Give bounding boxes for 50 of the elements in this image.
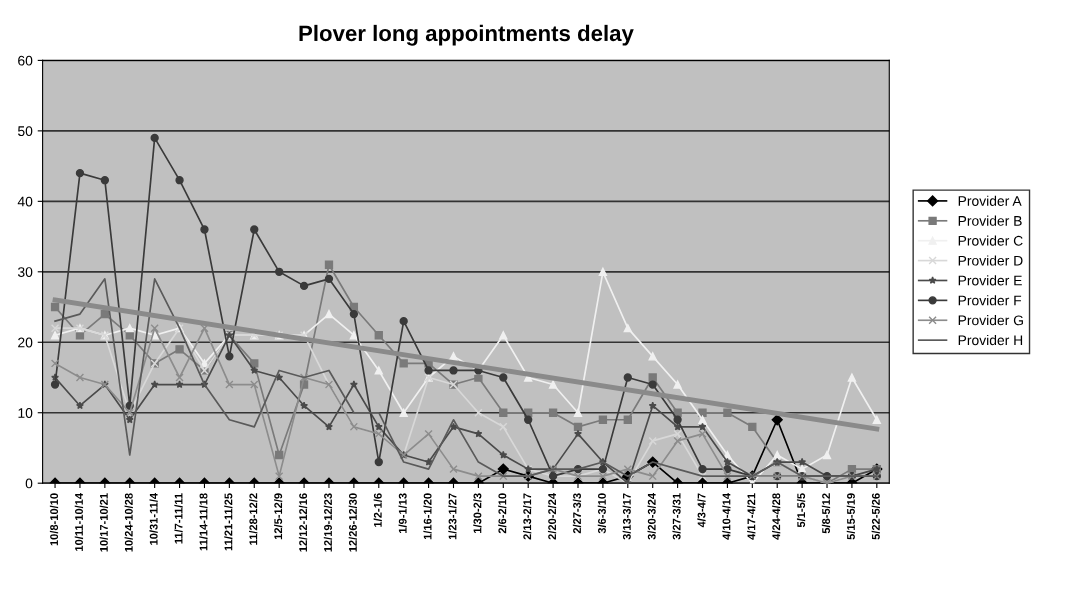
x-tick-label: 2/6-2/10 <box>498 493 507 534</box>
x-tick-label: 12/26-12/30 <box>348 493 357 552</box>
x-tick-label: 1/2-1/6 <box>373 493 382 527</box>
x-tick-label: 2/13-2/17 <box>523 493 532 540</box>
legend-label: Provider D <box>958 255 1023 266</box>
x-tick-label: 12/12-12/16 <box>298 493 308 552</box>
x-tick-label: 11/14-11/18 <box>199 493 208 551</box>
x-tick-label: 5/15-5/19 <box>846 493 856 540</box>
legend-label: Provider C <box>958 235 1023 246</box>
x-tick-label: 2/20-2/24 <box>547 492 557 540</box>
y-tick-label: 50 <box>17 126 33 137</box>
legend-label: Provider A <box>958 195 1022 206</box>
x-tick-label: 11/7-11/11 <box>174 493 183 544</box>
legend-label: Provider H <box>958 334 1023 346</box>
x-tick-label: 10/8-10/10 <box>49 493 59 546</box>
x-tick-label: 3/20-3/24 <box>647 492 656 540</box>
x-tick-label: 3/27-3/31 <box>672 493 681 540</box>
x-tick-label: 11/21-11/25 <box>224 493 233 551</box>
y-tick-label: 0 <box>25 478 33 489</box>
legend-label: Provider F <box>958 295 1022 306</box>
x-tick-label: 10/31-11/4 <box>149 492 158 545</box>
chart-title: Plover long appointments delay <box>299 24 634 46</box>
x-tick-label: 4/3-4/7 <box>697 493 706 528</box>
x-tick-label: 4/10-4/14 <box>722 492 731 540</box>
x-tick-label: 12/19-12/23 <box>323 493 333 552</box>
x-tick-label: 1/9-1/13 <box>398 493 407 533</box>
x-tick-label: 4/24-4/28 <box>772 493 781 540</box>
legend-label: Provider B <box>958 215 1022 226</box>
x-tick-label: 1/30-2/3 <box>473 493 482 533</box>
y-tick-label: 10 <box>18 408 33 418</box>
legend-label: Provider E <box>958 275 1022 286</box>
x-tick-label: 4/17-4/21 <box>747 493 756 540</box>
x-tick-label: 10/11-10/14 <box>74 492 84 551</box>
x-tick-label: 1/16-1/20 <box>423 493 432 540</box>
x-tick-label: 3/6-3/10 <box>597 493 606 534</box>
x-tick-label: 2/27-3/3 <box>572 493 582 534</box>
x-tick-label: 12/5-12/9 <box>273 493 283 540</box>
x-tick-label: 3/13-3/17 <box>622 493 631 540</box>
x-tick-label: 10/24-10/28 <box>124 493 133 552</box>
x-tick-label: 5/1-5/5 <box>796 493 806 528</box>
x-tick-label: 5/8-5/12 <box>821 493 831 534</box>
x-tick-label: 1/23-1/27 <box>448 493 457 540</box>
y-tick-label: 60 <box>18 55 33 66</box>
legend-label: Provider G <box>958 315 1023 326</box>
x-tick-label: 5/22-5/26 <box>871 493 880 540</box>
x-tick-label: 11/28-12/2 <box>249 493 258 545</box>
y-tick-label: 20 <box>18 337 33 348</box>
x-tick-label: 10/17-10/21 <box>99 493 108 552</box>
y-tick-label: 30 <box>17 267 33 277</box>
y-tick-label: 40 <box>17 196 33 207</box>
